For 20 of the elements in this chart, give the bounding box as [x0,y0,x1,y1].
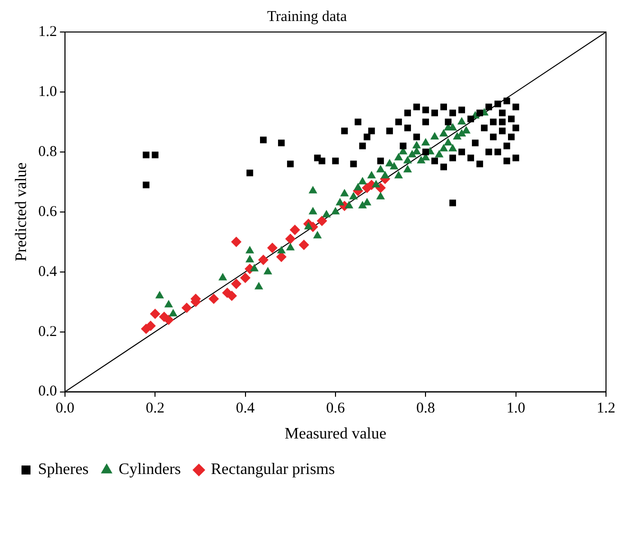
y-axis-title: Predicted value [12,162,30,262]
x-tick-label: 0.8 [416,400,436,417]
y-tick-label: 1.0 [38,84,57,100]
x-tick-label: 1.2 [596,400,616,417]
y-tick-label: 1.2 [38,24,57,40]
x-tick-label: 1.0 [506,400,526,417]
y-tick-label: 0.8 [38,144,57,160]
y-tick-label: 0.6 [38,204,58,220]
y-tick-label: 0.2 [38,324,57,340]
x-tick-label: 0.2 [146,400,164,417]
x-axis-title: Measured value [284,426,386,443]
legend-label: Cylinders [118,461,181,478]
legend-label: Rectangular prisms [210,461,335,478]
x-tick-label: 0.6 [326,400,346,417]
chart-title: Training data [267,8,348,25]
x-tick-label: 0.4 [236,400,256,417]
legend-label: Spheres [38,461,89,478]
x-tick-label: 0.0 [56,400,74,417]
y-tick-label: 0.4 [38,264,58,280]
y-tick-label: 0.0 [38,384,57,400]
